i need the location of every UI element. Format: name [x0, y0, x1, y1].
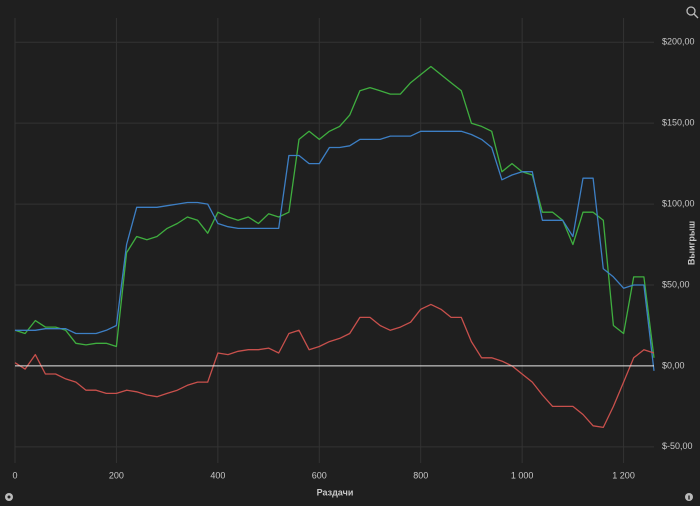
y-tick-label: $0,00 — [662, 360, 685, 370]
series-line — [15, 130, 655, 371]
series-line — [14, 303, 655, 429]
y-tick-label: $50,00 — [662, 279, 690, 289]
x-axis-title: Раздачи — [317, 487, 354, 497]
zoom-icon[interactable] — [686, 6, 699, 19]
x-tick-label: 600 — [312, 470, 327, 480]
x-tick-label: 200 — [109, 470, 124, 480]
y-tick-label: $150,00 — [662, 118, 695, 128]
x-tick-label: 1 000 — [511, 470, 534, 480]
info-icon[interactable] — [685, 493, 693, 501]
y-tick-label: $100,00 — [662, 198, 695, 208]
y-tick-label: $200,00 — [662, 37, 695, 47]
y-tick-label: $-50,00 — [662, 441, 693, 451]
x-tick-label: 0 — [12, 470, 17, 480]
x-tick-label: 1 200 — [612, 470, 635, 480]
series-line — [14, 65, 655, 358]
x-tick-label: 800 — [413, 470, 428, 480]
x-tick-label: 400 — [210, 470, 225, 480]
y-axis-title: Выигрыш — [686, 221, 696, 265]
settings-icon[interactable] — [5, 493, 13, 501]
